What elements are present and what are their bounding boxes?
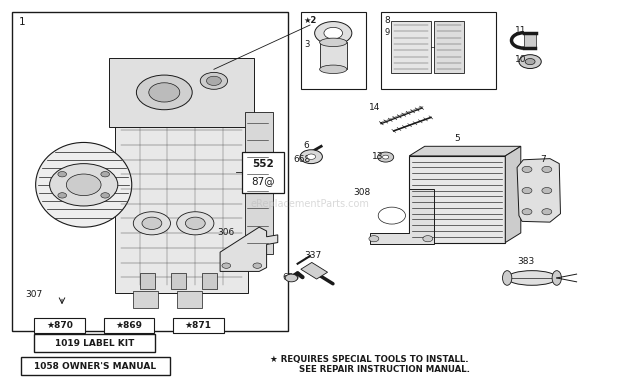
Circle shape <box>542 166 552 172</box>
Bar <box>21 357 170 375</box>
Circle shape <box>58 172 66 177</box>
Circle shape <box>177 212 214 235</box>
Circle shape <box>383 155 389 159</box>
Circle shape <box>378 207 405 224</box>
Text: SEE REPAIR INSTRUCTION MANUAL.: SEE REPAIR INSTRUCTION MANUAL. <box>299 365 471 374</box>
Text: 306: 306 <box>217 228 234 238</box>
Circle shape <box>519 55 541 69</box>
Bar <box>108 58 254 127</box>
Polygon shape <box>370 189 434 244</box>
Circle shape <box>369 236 379 242</box>
Text: 383: 383 <box>518 256 535 266</box>
Text: 1058 OWNER'S MANUAL: 1058 OWNER'S MANUAL <box>35 362 156 371</box>
Polygon shape <box>220 227 278 271</box>
Bar <box>301 12 366 89</box>
Text: 5: 5 <box>454 134 460 143</box>
Circle shape <box>542 187 552 194</box>
Circle shape <box>324 27 342 39</box>
Text: 308: 308 <box>353 188 371 197</box>
Text: 87@: 87@ <box>251 176 275 186</box>
Bar <box>409 156 505 243</box>
Bar <box>115 92 248 293</box>
Ellipse shape <box>502 271 512 285</box>
Polygon shape <box>409 146 521 156</box>
Ellipse shape <box>507 271 557 285</box>
Circle shape <box>50 164 118 206</box>
Text: 14: 14 <box>369 103 380 112</box>
Text: 668: 668 <box>293 155 311 164</box>
Circle shape <box>300 150 322 164</box>
Circle shape <box>206 76 221 85</box>
Circle shape <box>285 274 298 282</box>
Circle shape <box>522 209 532 215</box>
Bar <box>381 12 496 89</box>
Text: 1019 LABEL KIT: 1019 LABEL KIT <box>55 338 135 348</box>
Bar <box>170 273 186 289</box>
Bar <box>12 12 288 331</box>
Text: 552: 552 <box>252 159 274 169</box>
Ellipse shape <box>320 65 347 74</box>
Text: eReplacementParts.com: eReplacementParts.com <box>250 199 370 209</box>
Circle shape <box>200 72 228 89</box>
Bar <box>104 318 154 333</box>
Polygon shape <box>517 159 560 222</box>
Circle shape <box>136 75 192 110</box>
Bar <box>177 291 202 308</box>
Circle shape <box>525 59 535 65</box>
Bar <box>140 273 155 289</box>
Text: 307: 307 <box>25 290 42 299</box>
Text: 13: 13 <box>372 152 384 161</box>
Text: ★870: ★870 <box>46 321 74 330</box>
Bar <box>245 112 273 254</box>
Circle shape <box>66 174 101 196</box>
Bar <box>173 318 224 333</box>
Circle shape <box>185 217 205 229</box>
Bar <box>391 21 431 73</box>
Circle shape <box>522 187 532 194</box>
Circle shape <box>101 172 110 177</box>
Circle shape <box>149 83 180 102</box>
Circle shape <box>542 209 552 215</box>
Text: 11: 11 <box>515 26 526 35</box>
Ellipse shape <box>552 271 562 285</box>
Text: 7: 7 <box>541 155 546 164</box>
Text: 3: 3 <box>304 40 309 49</box>
Ellipse shape <box>320 38 347 47</box>
Text: 9: 9 <box>384 28 389 37</box>
Text: 635: 635 <box>282 273 299 283</box>
Text: 337: 337 <box>304 251 321 260</box>
Bar <box>242 152 284 192</box>
Bar <box>301 263 327 279</box>
Circle shape <box>133 212 171 235</box>
Bar <box>34 318 85 333</box>
Bar <box>202 273 217 289</box>
Circle shape <box>423 236 433 242</box>
Text: 6: 6 <box>304 141 309 150</box>
Text: 8: 8 <box>384 16 390 25</box>
Bar <box>133 291 158 308</box>
Circle shape <box>142 217 162 229</box>
Circle shape <box>307 154 316 159</box>
Circle shape <box>58 192 66 198</box>
Circle shape <box>253 263 262 268</box>
Bar <box>434 21 464 73</box>
Ellipse shape <box>36 142 131 227</box>
Polygon shape <box>505 146 521 243</box>
Circle shape <box>378 152 394 162</box>
Bar <box>524 33 536 48</box>
Bar <box>320 42 347 69</box>
Circle shape <box>222 263 231 268</box>
Text: ★2: ★2 <box>304 16 317 25</box>
Circle shape <box>522 166 532 172</box>
Text: ★ REQUIRES SPECIAL TOOLS TO INSTALL.: ★ REQUIRES SPECIAL TOOLS TO INSTALL. <box>270 355 468 365</box>
Circle shape <box>314 22 352 45</box>
Text: 10: 10 <box>515 55 526 64</box>
Text: ★871: ★871 <box>185 321 212 330</box>
Circle shape <box>101 192 110 198</box>
Text: ★869: ★869 <box>115 321 143 330</box>
Bar <box>34 334 155 352</box>
Text: 1: 1 <box>19 17 25 27</box>
